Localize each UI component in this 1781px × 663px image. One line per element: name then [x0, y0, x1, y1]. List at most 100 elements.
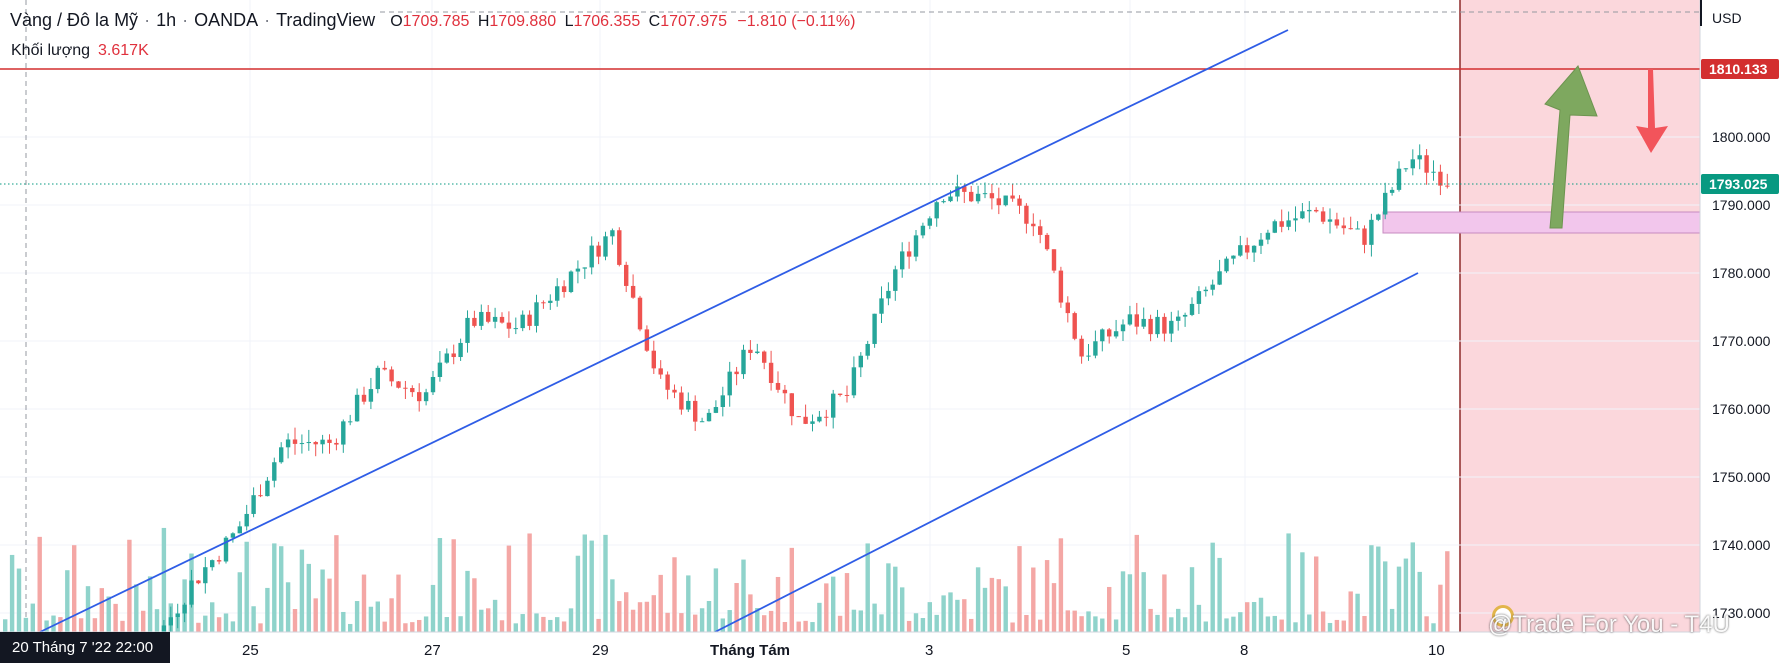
candle-body [251, 495, 256, 514]
candle-body [1196, 291, 1202, 304]
volume-bar [824, 583, 829, 632]
candle [1065, 296, 1070, 323]
volume-bar [113, 603, 118, 632]
candle-body [341, 421, 346, 445]
candle-body [327, 439, 332, 443]
volume-bar [1376, 546, 1381, 632]
candle [706, 408, 712, 422]
time-scale[interactable] [0, 632, 1700, 663]
candle-body [982, 193, 988, 195]
volume-bar [1410, 542, 1415, 632]
candle-body [272, 462, 277, 481]
high-value: 1709.880 [489, 13, 557, 30]
candle [396, 381, 401, 389]
channel-lower-line[interactable] [714, 272, 1419, 633]
volume-bar [1279, 619, 1284, 632]
candle [1210, 279, 1215, 296]
candle [589, 236, 594, 275]
candle [803, 404, 808, 425]
candle-body [527, 314, 532, 326]
candle [1320, 207, 1326, 225]
interval[interactable]: 1h [156, 10, 177, 30]
candle [734, 366, 739, 386]
candle-body [223, 537, 229, 562]
symbol-legend[interactable]: Vàng / Đô la Mỹ · 1h · OANDA · TradingView O17… [10, 10, 856, 30]
candle [1238, 235, 1243, 257]
price-tick: 1770.000 [1712, 333, 1771, 349]
arrow-up-projection[interactable] [1544, 65, 1598, 229]
volume-bar [1031, 567, 1036, 632]
volume-bar [1445, 551, 1450, 632]
candle [1376, 213, 1381, 222]
time-tick: 29 [592, 642, 609, 659]
grid [0, 0, 1700, 632]
candle [1127, 305, 1133, 326]
volume-bar [1113, 619, 1119, 632]
candle [251, 487, 256, 518]
volume-bar [982, 587, 988, 632]
volume-bar [451, 539, 456, 632]
candle-body [1210, 284, 1215, 290]
volume-bar [941, 595, 946, 632]
volume-bar [1272, 615, 1277, 632]
candle-body [1010, 195, 1015, 199]
volume-bar [78, 618, 84, 632]
candle [1100, 328, 1105, 352]
candle [568, 270, 574, 294]
candle [1148, 314, 1153, 342]
volume-bar [817, 602, 822, 632]
volume-bar [1065, 610, 1070, 632]
volume-bar [782, 621, 788, 632]
candle-body [1079, 338, 1084, 357]
candle-body [1327, 219, 1333, 222]
volume-bar [1196, 604, 1202, 632]
volume-bar [44, 620, 49, 632]
candle-body [279, 447, 284, 463]
candle-body [237, 526, 242, 534]
candle-body [1251, 245, 1257, 253]
volume-bar [962, 599, 967, 632]
candle-body [458, 342, 463, 358]
currency-label[interactable]: USD [1712, 10, 1742, 26]
candle-body [1093, 341, 1098, 356]
symbol-name[interactable]: Vàng / Đô la Mỹ [10, 10, 139, 30]
candle-body [782, 389, 788, 394]
arrow-down-projection[interactable] [1636, 69, 1668, 153]
volume-bar [327, 578, 332, 632]
candle [279, 442, 284, 464]
candle-body [1272, 221, 1277, 233]
candle-body [430, 376, 436, 393]
candle [796, 416, 801, 418]
volume-legend[interactable]: Khối lượng 3.617K [11, 42, 149, 60]
volume-bar [534, 613, 539, 632]
candle-body [1141, 318, 1146, 327]
volume-bar [865, 543, 870, 632]
volume-bar [617, 601, 622, 632]
candle-body [292, 439, 298, 444]
volume-bar [134, 584, 139, 632]
candle-body [258, 495, 263, 497]
volume-bar [92, 618, 98, 632]
candle [1348, 216, 1353, 230]
volume-bar [3, 619, 8, 632]
volume-bar [644, 601, 650, 632]
candle-body [575, 268, 581, 272]
volume-bar [265, 587, 270, 632]
candle [341, 419, 346, 453]
candle-body [534, 302, 539, 326]
candle-body [1238, 245, 1243, 256]
volume-bar [1093, 616, 1098, 632]
volume-bar [1169, 617, 1174, 632]
channel-upper-line[interactable] [39, 29, 1289, 633]
price-scale[interactable] [1700, 0, 1781, 663]
candle [686, 392, 691, 413]
candle-body [348, 421, 353, 423]
volume-bar [458, 616, 463, 632]
volume-bar [803, 620, 808, 632]
volume-bar [348, 623, 353, 632]
candle [1424, 149, 1429, 185]
candle-body [637, 297, 643, 330]
volume-bar [361, 574, 367, 632]
volume-bar [948, 592, 953, 632]
